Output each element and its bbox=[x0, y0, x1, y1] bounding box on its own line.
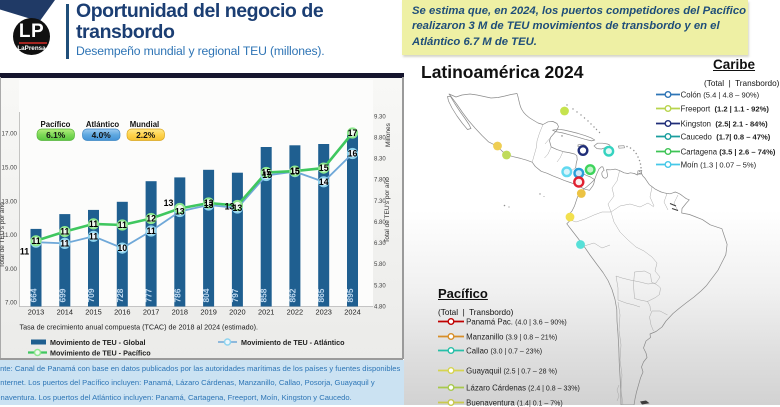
svg-text:17: 17 bbox=[348, 128, 358, 138]
svg-text:11: 11 bbox=[60, 238, 69, 248]
svg-text:11: 11 bbox=[31, 236, 40, 246]
svg-text:11: 11 bbox=[89, 231, 98, 241]
svg-text:2014: 2014 bbox=[57, 308, 73, 317]
svg-text:Millones: Millones bbox=[385, 122, 392, 147]
svg-text:13: 13 bbox=[164, 198, 174, 208]
svg-text:15.00: 15.00 bbox=[2, 165, 18, 172]
svg-text:664: 664 bbox=[29, 288, 39, 302]
svg-text:2022: 2022 bbox=[287, 308, 303, 317]
svg-text:2021: 2021 bbox=[258, 308, 274, 317]
svg-text:13: 13 bbox=[175, 207, 185, 217]
svg-text:13: 13 bbox=[233, 203, 243, 213]
svg-text:16: 16 bbox=[348, 149, 358, 159]
svg-text:13.00: 13.00 bbox=[2, 198, 18, 205]
svg-text:9.00: 9.00 bbox=[5, 266, 18, 273]
svg-text:786: 786 bbox=[172, 288, 182, 302]
svg-text:804: 804 bbox=[201, 288, 211, 302]
svg-text:2017: 2017 bbox=[143, 308, 159, 317]
svg-text:11.00: 11.00 bbox=[2, 232, 18, 239]
svg-text:13: 13 bbox=[204, 198, 214, 208]
svg-text:Total de TEU's por año: Total de TEU's por año bbox=[384, 177, 391, 243]
svg-text:2023: 2023 bbox=[315, 308, 331, 317]
svg-text:11: 11 bbox=[146, 226, 155, 236]
svg-text:8.30: 8.30 bbox=[374, 157, 386, 163]
svg-text:858: 858 bbox=[259, 288, 269, 302]
svg-text:Pacífico: Pacífico bbox=[41, 120, 71, 129]
svg-text:11: 11 bbox=[118, 220, 127, 230]
svg-text:11: 11 bbox=[20, 247, 29, 257]
svg-text:2024: 2024 bbox=[344, 308, 360, 317]
svg-text:7.80: 7.80 bbox=[374, 178, 386, 184]
svg-text:5.80: 5.80 bbox=[374, 262, 386, 268]
svg-text:Atlántico: Atlántico bbox=[86, 120, 120, 129]
svg-text:15: 15 bbox=[290, 166, 300, 176]
svg-text:15: 15 bbox=[319, 163, 329, 173]
svg-text:797: 797 bbox=[230, 288, 240, 302]
svg-text:Movimiento de TEU - Global: Movimiento de TEU - Global bbox=[50, 338, 145, 347]
svg-text:13: 13 bbox=[204, 200, 214, 210]
svg-text:6.30: 6.30 bbox=[374, 241, 386, 247]
svg-text:14: 14 bbox=[319, 177, 329, 187]
svg-text:Movimiento de TEU - Atlántico: Movimiento de TEU - Atlántico bbox=[241, 338, 345, 347]
svg-text:11: 11 bbox=[89, 219, 98, 229]
svg-text:2019: 2019 bbox=[200, 308, 216, 317]
svg-text:12: 12 bbox=[146, 214, 156, 224]
svg-text:7.00: 7.00 bbox=[5, 300, 18, 307]
svg-text:865: 865 bbox=[316, 288, 326, 302]
svg-text:709: 709 bbox=[86, 288, 96, 302]
svg-text:Total de TEU's por año: Total de TEU's por año bbox=[0, 202, 6, 268]
svg-text:Tasa de crecimiento anual comp: Tasa de crecimiento anual compuesta (TCA… bbox=[20, 323, 259, 332]
svg-text:11: 11 bbox=[60, 227, 69, 237]
svg-text:2.2%: 2.2% bbox=[136, 130, 156, 140]
svg-text:2018: 2018 bbox=[172, 308, 188, 317]
svg-text:Mundial: Mundial bbox=[130, 120, 159, 129]
svg-text:8.80: 8.80 bbox=[374, 135, 386, 141]
svg-text:15: 15 bbox=[262, 170, 272, 180]
svg-text:2020: 2020 bbox=[229, 308, 245, 317]
svg-text:2013: 2013 bbox=[28, 308, 44, 317]
svg-text:5.30: 5.30 bbox=[374, 283, 386, 289]
svg-text:7.30: 7.30 bbox=[374, 199, 386, 205]
svg-text:728: 728 bbox=[115, 288, 125, 302]
svg-text:9.30: 9.30 bbox=[374, 114, 386, 120]
svg-text:862: 862 bbox=[287, 288, 297, 302]
svg-text:2016: 2016 bbox=[114, 308, 130, 317]
svg-text:6.80: 6.80 bbox=[374, 220, 386, 226]
svg-text:895: 895 bbox=[345, 288, 355, 302]
svg-text:4.80: 4.80 bbox=[374, 304, 386, 310]
svg-text:4.0%: 4.0% bbox=[92, 130, 112, 140]
svg-text:Movimiento de TEU - Pacífico: Movimiento de TEU - Pacífico bbox=[50, 349, 151, 358]
svg-text:6.1%: 6.1% bbox=[46, 130, 66, 140]
svg-text:699: 699 bbox=[57, 288, 67, 302]
svg-text:10: 10 bbox=[117, 243, 127, 253]
svg-text:15: 15 bbox=[261, 168, 271, 178]
svg-text:2015: 2015 bbox=[85, 308, 101, 317]
svg-text:13: 13 bbox=[225, 202, 235, 212]
svg-text:777: 777 bbox=[144, 288, 154, 302]
svg-text:17.00: 17.00 bbox=[2, 131, 18, 138]
svg-text:15: 15 bbox=[290, 167, 300, 177]
